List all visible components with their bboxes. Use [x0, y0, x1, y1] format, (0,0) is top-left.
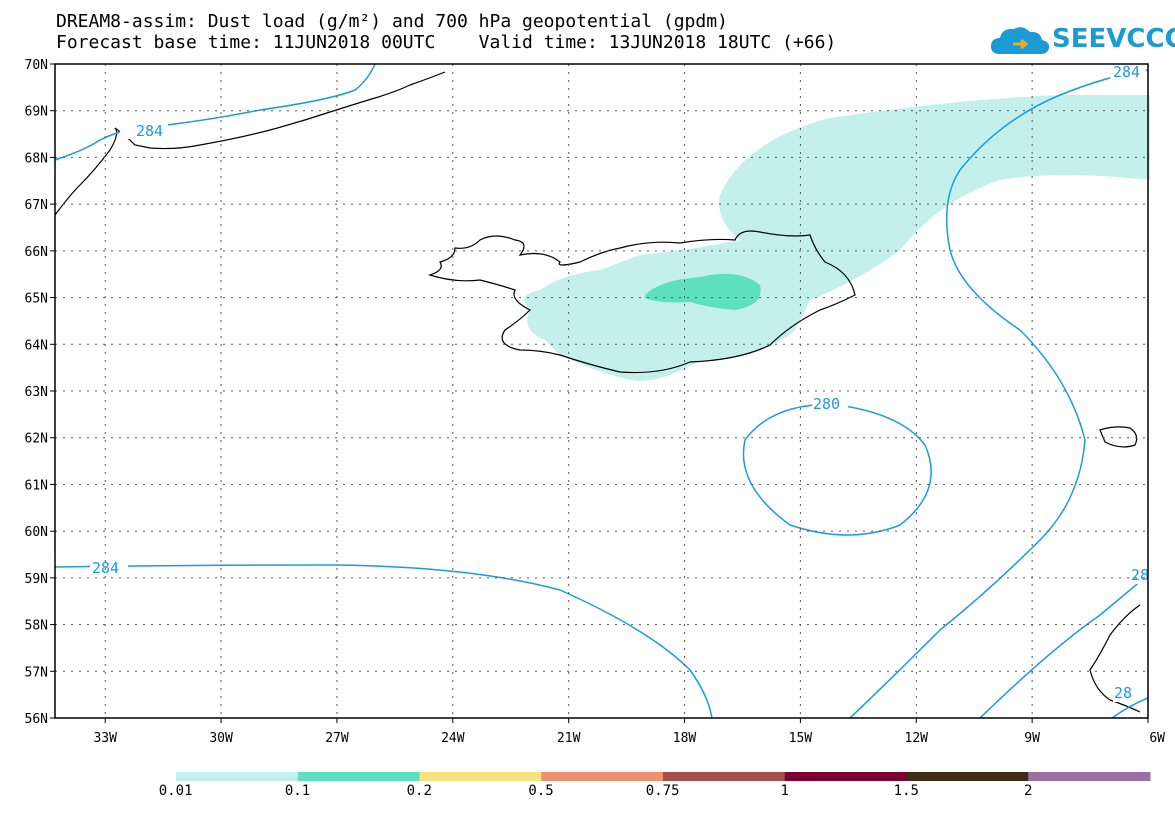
lat-label: 56N	[25, 712, 48, 727]
map-subtitle: Forecast base time: 11JUN2018 00UTC Vali…	[56, 32, 837, 53]
contour-280	[742, 403, 932, 536]
lon-label: 9W	[1024, 731, 1040, 746]
contour-288-southeast	[979, 574, 1149, 719]
colorbar-label: 0.01	[158, 783, 193, 799]
colorbar-label: 0.5	[528, 783, 554, 799]
lat-label: 66N	[25, 245, 48, 260]
lat-label: 68N	[25, 151, 48, 166]
iceland-coast	[428, 230, 856, 374]
lat-label: 64N	[25, 338, 48, 353]
colorbar-label: 0.75	[645, 783, 680, 799]
scotland-coast	[1089, 604, 1141, 713]
colorbar-swatch	[419, 772, 542, 781]
lat-label: 67N	[25, 198, 48, 213]
lat-label: 61N	[25, 478, 48, 493]
contour-label: 284	[136, 122, 163, 140]
colorbar-swatch	[297, 772, 420, 781]
lon-label: 33W	[93, 731, 117, 746]
lon-label: 6W	[1149, 731, 1165, 746]
colorbar-label: 1.5	[893, 783, 919, 799]
gridlines	[55, 64, 1148, 718]
dust-area-light	[524, 95, 1150, 381]
lon-label: 12W	[905, 731, 929, 746]
lat-label: 63N	[25, 385, 48, 400]
lat-label: 65N	[25, 292, 48, 307]
lat-label: 58N	[25, 619, 48, 634]
latitude-labels: 70N 69N 68N 67N 66N 65N 64N 63N 62N 61N 60N 59N 58N 5…	[25, 58, 48, 727]
colorbar-swatch	[663, 772, 786, 781]
colorbar-swatch	[1028, 772, 1151, 781]
colorbar-label: 0.2	[406, 783, 432, 799]
lon-label: 18W	[673, 731, 697, 746]
axis-ticks	[50, 63, 1149, 723]
lat-label: 62N	[25, 432, 48, 447]
lat-label: 70N	[25, 58, 48, 73]
colorbar-swatch	[176, 772, 299, 781]
lon-label: 15W	[789, 731, 813, 746]
lon-label: 30W	[209, 731, 233, 746]
logo-text: SEEVCCC	[1052, 24, 1175, 54]
contour-label: 284	[1113, 63, 1140, 81]
dust-area-medium	[645, 273, 761, 310]
faroe-coast	[1099, 426, 1138, 448]
lat-label: 60N	[25, 525, 48, 540]
lat-label: 59N	[25, 572, 48, 587]
lon-label: 27W	[325, 731, 349, 746]
contour-284-north	[54, 63, 376, 161]
colorbar-label: 2	[1023, 783, 1033, 799]
colorbar-label: 1	[780, 783, 789, 799]
geopotential-contours	[54, 63, 1149, 719]
contour-label: 28	[1131, 566, 1149, 584]
colorbar-label: 0.1	[284, 783, 311, 799]
dust-shading	[524, 95, 1150, 381]
lon-label: 24W	[441, 731, 465, 746]
lon-label: 21W	[557, 731, 581, 746]
contour-label: 280	[813, 395, 840, 413]
contour-284-south	[54, 564, 713, 719]
colorbar-swatch	[784, 772, 907, 781]
contour-284-east	[849, 69, 1149, 719]
greenland-coast	[54, 71, 446, 216]
map-title: DREAM8-assim: Dust load (g/m²) and 700 h…	[56, 11, 728, 32]
lat-label: 69N	[25, 105, 48, 120]
colorbar-swatch	[906, 772, 1029, 781]
coastlines	[54, 71, 1141, 713]
longitude-labels: 33W 30W 27W 24W 21W 18W 15W 12W 9W 6W	[93, 731, 1165, 746]
contour-288-corner	[1111, 697, 1149, 719]
lat-label: 57N	[25, 665, 48, 680]
contour-label: 28	[1114, 684, 1132, 702]
cloud-logo-icon	[990, 27, 1050, 54]
colorbar	[176, 772, 1151, 781]
colorbar-swatch	[541, 772, 664, 781]
